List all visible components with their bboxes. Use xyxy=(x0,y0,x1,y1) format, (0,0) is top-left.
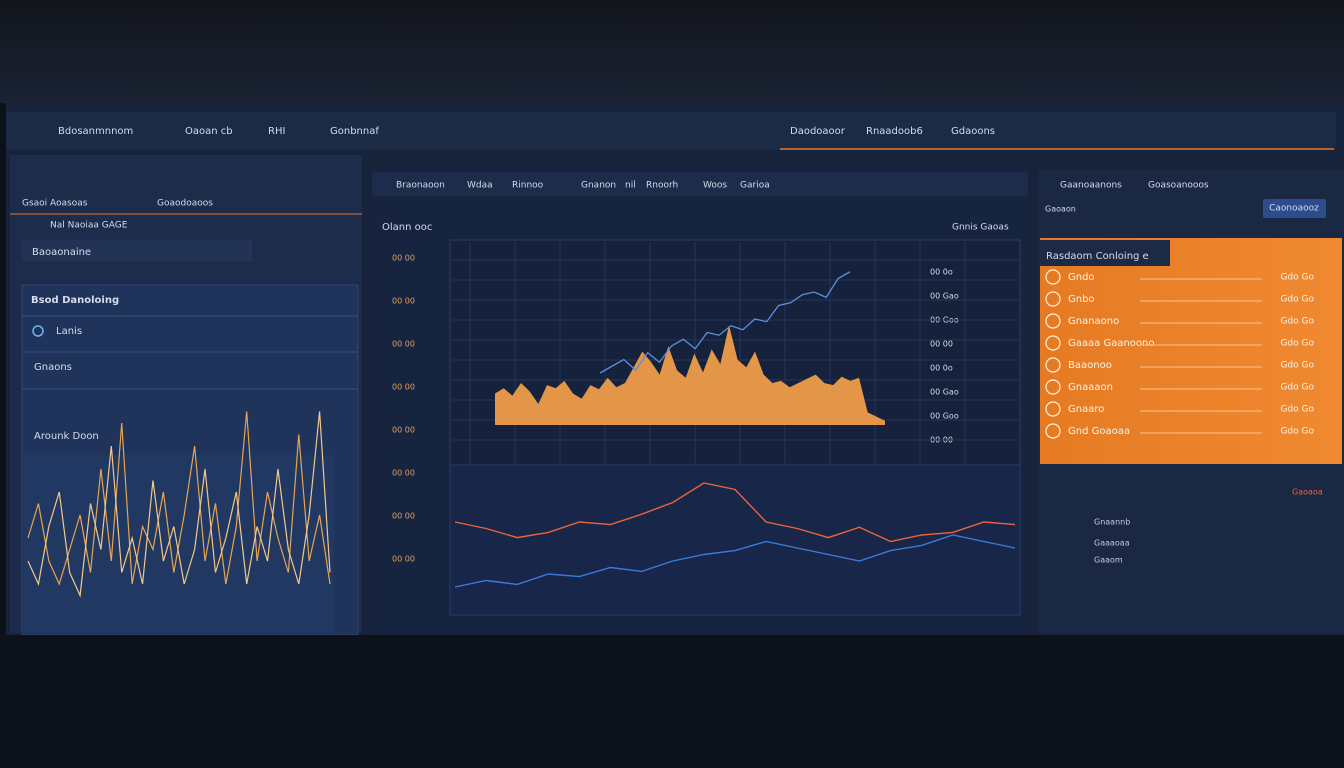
axis-label: 00 00 xyxy=(392,512,415,521)
nav-item[interactable]: Bdosanmnnom xyxy=(58,126,133,137)
backdrop xyxy=(0,0,1344,103)
axis-label: 00 00 xyxy=(392,555,415,564)
left-card-header xyxy=(22,240,252,262)
card-title: Baoaonaine xyxy=(32,247,91,258)
tab[interactable]: Woos xyxy=(703,181,727,191)
tab[interactable]: Rnoorh xyxy=(646,181,678,191)
axis-label: 00 00 xyxy=(930,340,953,349)
tab[interactable]: Goasoanooos xyxy=(1148,181,1209,191)
row-value: Gdo Go xyxy=(1280,339,1314,349)
axis-label: 00 Gao xyxy=(930,388,959,397)
list-item[interactable]: Lanis xyxy=(56,326,82,337)
nav-item[interactable]: Oaoan cb xyxy=(185,126,233,137)
tab[interactable]: Gnanon xyxy=(581,181,616,191)
row-icon xyxy=(1045,379,1061,395)
right-card-header xyxy=(1040,240,1170,266)
row-label: Gnd Goaoaa xyxy=(1068,426,1130,437)
center-tabs xyxy=(372,172,1028,196)
row-icon xyxy=(1045,269,1061,285)
tab[interactable]: Braonaoon xyxy=(396,181,445,191)
left-line xyxy=(27,411,331,598)
row-value: Gdo Go xyxy=(1280,361,1314,371)
button-label[interactable]: Caonoaooz xyxy=(1269,204,1319,214)
list-item[interactable]: Gnaons xyxy=(34,362,72,373)
tab[interactable]: Garioa xyxy=(740,181,770,191)
tab[interactable]: nil xyxy=(625,181,636,191)
action-button[interactable] xyxy=(1263,199,1326,218)
tab[interactable]: Goaodoaoos xyxy=(157,199,213,209)
list-item[interactable]: Arounk Doon xyxy=(34,431,99,442)
row-label: Gaaaa Gaanoono xyxy=(1068,338,1154,349)
row-value: Gdo Go xyxy=(1280,273,1314,283)
tab[interactable]: Gaanoaanons xyxy=(1060,181,1122,191)
tab[interactable]: Aoasoas xyxy=(50,199,88,209)
tab[interactable]: Wdaa xyxy=(467,181,493,191)
lower-line xyxy=(454,534,1016,588)
list-row: Gaaaoaa xyxy=(1094,539,1130,548)
axis-label: 00 Goo xyxy=(930,412,959,421)
axis-label: 00 00 xyxy=(392,383,415,392)
row-value: Gdo Go xyxy=(1280,405,1314,415)
nav-item[interactable]: Daodoaoor xyxy=(790,126,846,137)
row-label: Gnbo xyxy=(1068,294,1095,305)
row-value: Gdo Go xyxy=(1280,383,1314,393)
trend-line xyxy=(599,271,851,374)
list-row: Gaoaoa xyxy=(1292,488,1323,497)
nav-item[interactable]: Rnaadoob6 xyxy=(866,126,923,137)
row-label: Gnanaono xyxy=(1068,316,1119,327)
nav-item[interactable]: Gonbnnaf xyxy=(330,126,379,137)
area-chart xyxy=(495,325,885,425)
legend: Gnnis Gaoas xyxy=(952,223,1009,233)
chart-title: Olann ooc xyxy=(382,222,432,233)
lower-line xyxy=(454,482,1016,543)
right-card xyxy=(1040,238,1342,464)
row-value: Gdo Go xyxy=(1280,295,1314,305)
row-label: Gnaaaon xyxy=(1068,382,1113,393)
axis-label: 00 Gao xyxy=(930,292,959,301)
row-label: Gnaaro xyxy=(1068,404,1104,415)
axis-label: 00 00 xyxy=(392,254,415,263)
row-icon xyxy=(1045,423,1061,439)
axis-label: 00 00 xyxy=(392,426,415,435)
section-title: Bsod Danoloing xyxy=(31,295,119,306)
list-row: Gnaannb xyxy=(1094,518,1130,527)
row-icon xyxy=(1045,401,1061,417)
status-icon xyxy=(32,325,44,337)
tab[interactable]: Rinnoo xyxy=(512,181,544,191)
lower-chart-frame xyxy=(449,464,1021,616)
footer-backdrop xyxy=(0,635,1344,768)
axis-label: 00 0o xyxy=(930,364,953,373)
nav-item[interactable]: RHI xyxy=(268,126,285,137)
axis-label: 00 00 xyxy=(392,297,415,306)
row-label: Baaonoo xyxy=(1068,360,1112,371)
subtitle: Nal Naoiaa GAGE xyxy=(50,221,128,231)
row-value: Gdo Go xyxy=(1280,427,1314,437)
row-icon xyxy=(1045,357,1061,373)
axis-label: 00 00 xyxy=(392,469,415,478)
card-title: Rasdaom Conloing e xyxy=(1046,251,1149,262)
badge: Gaoaon xyxy=(1045,205,1076,214)
row-icon xyxy=(1045,291,1061,307)
nav-item[interactable]: Gdaoons xyxy=(951,126,995,137)
row-label: Gndo xyxy=(1068,272,1095,283)
axis-label: 00 0o xyxy=(930,268,953,277)
tab[interactable]: Gsaoi xyxy=(22,199,47,209)
row-value: Gdo Go xyxy=(1280,317,1314,327)
row-icon xyxy=(1045,335,1061,351)
row-icon xyxy=(1045,313,1061,329)
axis-label: 00 00 xyxy=(392,340,415,349)
top-bar xyxy=(6,112,1336,150)
list-row: Gaaom xyxy=(1094,556,1123,565)
left-line xyxy=(27,411,331,586)
